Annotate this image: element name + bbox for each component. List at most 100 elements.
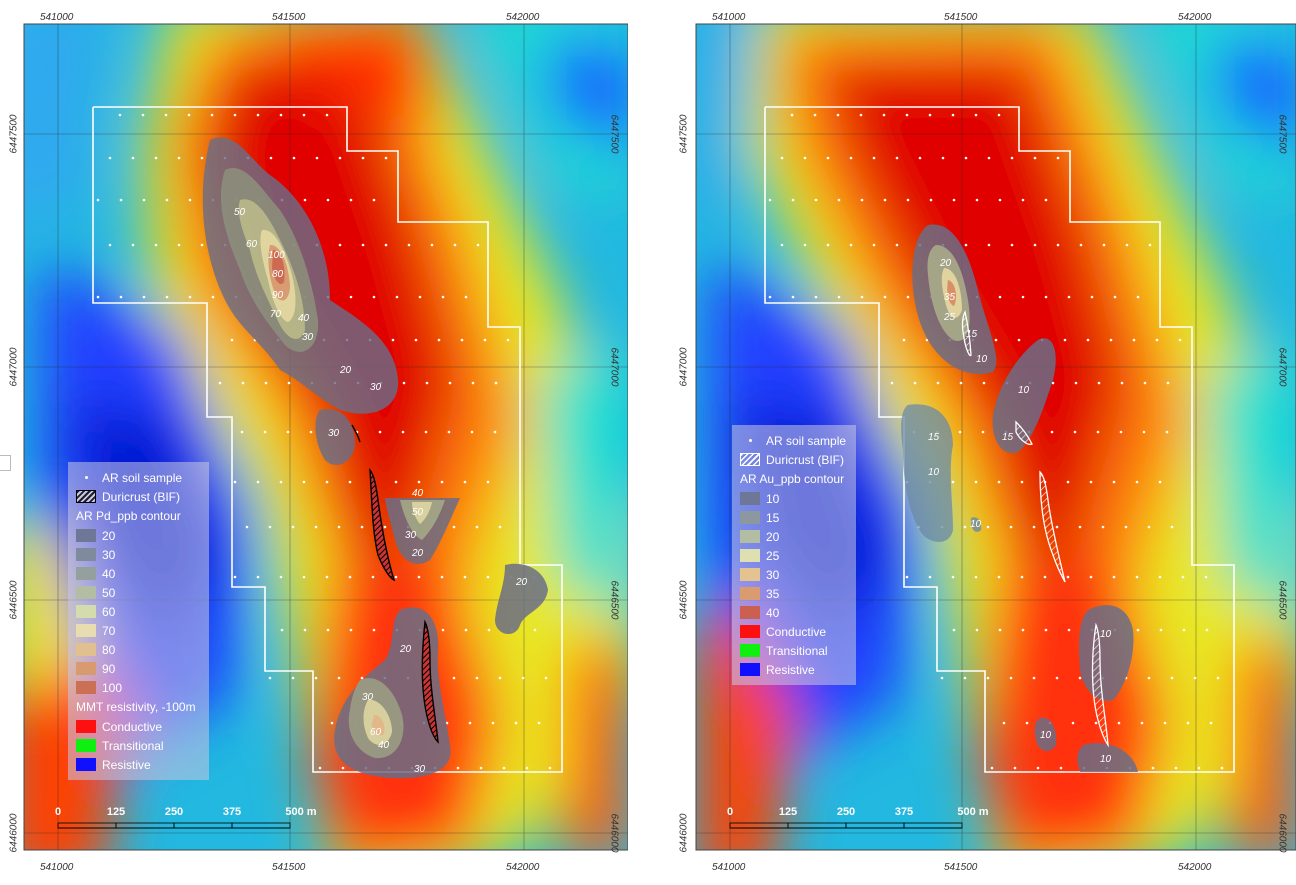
- y-tick-label: 6446500: [1276, 580, 1288, 620]
- soil-sample-point: [1051, 381, 1055, 385]
- legend-label: 25: [766, 548, 780, 563]
- scale-label: 0: [54, 806, 62, 818]
- soil-sample-point: [1142, 430, 1146, 434]
- soil-sample-point: [1220, 766, 1224, 770]
- soil-sample-point: [302, 113, 306, 117]
- soil-sample-point: [1032, 525, 1036, 529]
- soil-sample-point: [1136, 628, 1140, 632]
- soil-sample-point: [269, 156, 273, 160]
- legend-contour-title: AR Pd_ppb contour: [76, 509, 181, 523]
- map-frame: [23, 23, 628, 851]
- tenement-boundary: [764, 106, 1235, 773]
- pd-anomaly-central: [385, 498, 460, 564]
- soil-sample-point: [544, 676, 548, 680]
- soil-sample-point: [826, 156, 830, 160]
- contour-label: 40: [412, 488, 424, 499]
- y-tick-label: 6447500: [1276, 114, 1288, 154]
- soil-sample-point: [1101, 525, 1105, 529]
- soil-sample-point: [906, 295, 910, 299]
- soil-sample-point: [218, 381, 222, 385]
- soil-sample-point: [1178, 338, 1182, 342]
- legend-label: 40: [102, 566, 116, 581]
- soil-sample-point: [460, 338, 464, 342]
- soil-sample-point: [959, 381, 963, 385]
- soil-sample-point: [997, 480, 1001, 484]
- contour-label: 40: [378, 740, 390, 751]
- soil-sample-point: [264, 381, 268, 385]
- contour-label: 15: [1002, 432, 1014, 443]
- y-tick-label: 6447000: [608, 347, 620, 387]
- soil-sample-point: [414, 338, 418, 342]
- legend-label: 30: [766, 567, 780, 582]
- legend-entry: Resistive: [740, 660, 848, 679]
- legend-contour-title: AR Au_ppb contour: [740, 472, 845, 486]
- soil-sample-point: [394, 480, 398, 484]
- legend-swatch: [740, 587, 760, 600]
- legend-label: 10: [766, 491, 780, 506]
- contour-label: 60: [246, 239, 258, 250]
- soil-sample-point: [1063, 338, 1067, 342]
- soil-sample-point: [940, 676, 944, 680]
- contour-label: 10: [976, 354, 988, 365]
- soil-sample-point: [1112, 480, 1116, 484]
- soil-sample-point: [407, 243, 411, 247]
- soil-sample-point: [378, 430, 382, 434]
- soil-sample-point: [471, 381, 475, 385]
- contour-label: 80: [272, 269, 284, 280]
- y-tick-label: 6446500: [8, 580, 20, 620]
- soil-sample-point: [1020, 575, 1024, 579]
- au-contour-labels: 20 35 25 15 10 10 15 15 10 10 10 10 10: [928, 258, 1112, 765]
- soil-sample-point: [1073, 430, 1077, 434]
- soil-sample-point: [1071, 721, 1075, 725]
- soil-sample-point: [211, 295, 215, 299]
- soil-sample-point: [280, 628, 284, 632]
- contour-label: 30: [405, 530, 417, 541]
- x-tick-label: 542000: [1178, 862, 1212, 873]
- y-tick-label: 6446500: [608, 580, 620, 620]
- soil-sample-point: [1055, 525, 1059, 529]
- soil-sample-point: [814, 295, 818, 299]
- soil-sample-point: [498, 525, 502, 529]
- legend-swatch: [740, 511, 760, 524]
- soil-sample-point: [1158, 575, 1162, 579]
- point-symbol-icon: [740, 434, 760, 447]
- legend-label: Conductive: [766, 624, 827, 639]
- contour-label: 10: [970, 519, 982, 530]
- contour-label: 40: [298, 313, 310, 324]
- soil-sample-point: [476, 243, 480, 247]
- soil-sample-point: [1033, 243, 1037, 247]
- soil-sample-point: [494, 381, 498, 385]
- soil-sample-point: [768, 198, 772, 202]
- soil-sample-point: [487, 628, 491, 632]
- soil-sample-point: [1096, 430, 1100, 434]
- legend-swatch: [76, 605, 96, 618]
- soil-sample-point: [963, 525, 967, 529]
- soil-sample-points: [768, 113, 1224, 770]
- soil-sample-point: [780, 156, 784, 160]
- scale-label: 125: [106, 806, 126, 818]
- soil-sample-point: [430, 243, 434, 247]
- legend-swatch: [740, 644, 760, 657]
- contour-label: 70: [270, 309, 282, 320]
- soil-sample-point: [1079, 243, 1083, 247]
- soil-sample-point: [483, 338, 487, 342]
- legend-entry: 40: [76, 564, 201, 583]
- contour-label: 10: [928, 467, 940, 478]
- soil-sample-point: [1078, 676, 1082, 680]
- soil-sample-point: [338, 243, 342, 247]
- legend-swatch: [740, 606, 760, 619]
- soil-sample-point: [872, 243, 876, 247]
- soil-sample-point: [780, 243, 784, 247]
- soil-sample-point: [279, 575, 283, 579]
- soil-sample-point: [314, 525, 318, 529]
- legend-swatch: [76, 624, 96, 637]
- soil-sample-point: [338, 156, 342, 160]
- soil-sample-point: [986, 676, 990, 680]
- soil-sample-point: [391, 338, 395, 342]
- soil-sample-point: [188, 198, 192, 202]
- soil-sample-point: [177, 156, 181, 160]
- soil-sample-point: [464, 295, 468, 299]
- soil-sample-point: [240, 430, 244, 434]
- soil-sample-point: [303, 198, 307, 202]
- soil-sample-point: [1125, 243, 1129, 247]
